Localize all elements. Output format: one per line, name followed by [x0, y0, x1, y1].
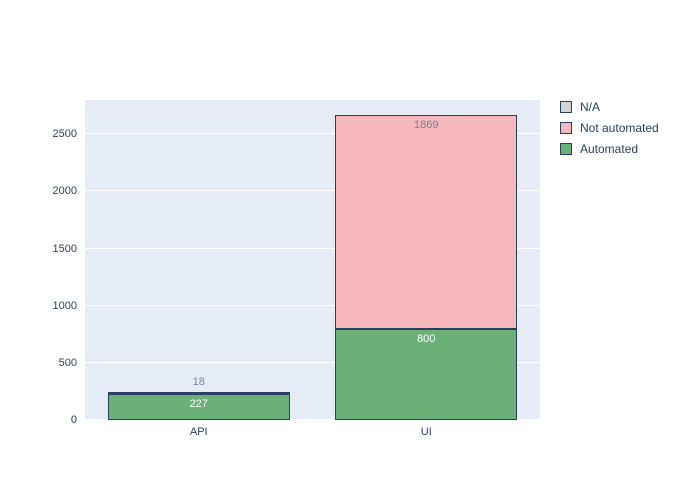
x-tick-label-ui: UI: [420, 426, 432, 438]
x-tick-label-api: API: [189, 426, 208, 438]
gridline: [85, 133, 540, 135]
bar-segment-not-automated-ui: [335, 114, 518, 329]
legend-item-automated[interactable]: Automated: [560, 142, 659, 156]
y-tick-label: 2000: [52, 185, 77, 198]
gridline: [85, 304, 540, 306]
y-tick-label: 1000: [52, 299, 77, 312]
y-tick-label: 0: [70, 414, 77, 426]
y-tick-label: 1500: [52, 242, 77, 255]
legend-swatch-not-automated: [560, 122, 572, 134]
legend-swatch-automated: [560, 143, 572, 155]
legend-item-not-automated[interactable]: Not automated: [560, 121, 659, 135]
legend: N/A Not automated Automated: [560, 100, 659, 163]
y-tick-label: 2500: [52, 128, 77, 141]
plot-area: 227 18 800 1869: [85, 100, 540, 420]
bar-segment-not-automated-api: [107, 392, 290, 395]
bar-segment-automated-ui: [335, 328, 518, 420]
gridline: [85, 419, 540, 420]
legend-item-n-a[interactable]: N/A: [560, 100, 659, 114]
bar-value-label: 18: [192, 376, 205, 388]
gridline: [85, 190, 540, 192]
bar-segment-automated-api: [107, 394, 290, 420]
legend-label: Automated: [580, 142, 639, 156]
gridline: [85, 247, 540, 249]
y-tick-label: 500: [58, 356, 77, 369]
legend-label: Not automated: [580, 121, 659, 135]
legend-label: N/A: [580, 100, 601, 114]
gridline: [85, 361, 540, 363]
legend-swatch-n-a: [560, 101, 572, 113]
